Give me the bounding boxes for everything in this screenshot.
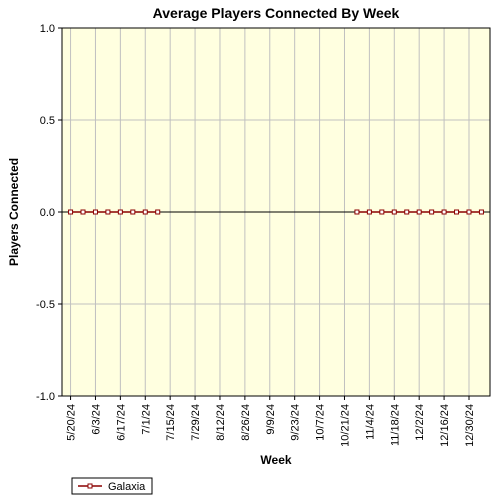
y-axis-title: Players Connected <box>7 158 21 266</box>
x-tick-label: 10/7/24 <box>315 404 327 441</box>
legend-marker <box>88 484 92 488</box>
series-marker <box>93 210 97 214</box>
x-tick-label: 9/23/24 <box>290 404 302 441</box>
x-tick-label: 6/17/24 <box>115 404 127 441</box>
x-tick-label: 8/12/24 <box>215 404 227 441</box>
x-axis-title: Week <box>260 453 291 467</box>
series-marker <box>455 210 459 214</box>
series-marker <box>380 210 384 214</box>
x-tick-label: 12/16/24 <box>439 404 451 447</box>
x-tick-label: 9/9/24 <box>265 404 277 435</box>
series-marker <box>417 210 421 214</box>
x-tick-label: 8/26/24 <box>240 404 252 441</box>
x-tick-label: 7/15/24 <box>165 404 177 441</box>
series-marker <box>118 210 122 214</box>
series-marker <box>156 210 160 214</box>
series-marker <box>69 210 73 214</box>
series-marker <box>392 210 396 214</box>
series-marker <box>442 210 446 214</box>
series-marker <box>355 210 359 214</box>
series-marker <box>367 210 371 214</box>
series-marker <box>430 210 434 214</box>
y-tick-label: -0.5 <box>36 299 55 311</box>
x-tick-label: 7/1/24 <box>140 404 152 435</box>
x-tick-label: 10/21/24 <box>339 404 351 447</box>
y-tick-label: 1.0 <box>40 23 55 35</box>
chart-container: -1.0 -0.5 0.0 0.5 1.0 5/20/24 6/3/24 6/17/24 7/1… <box>0 0 500 500</box>
series-marker <box>131 210 135 214</box>
x-tick-label: 12/30/24 <box>464 404 476 447</box>
y-tick-label: 0.5 <box>40 115 55 127</box>
series-marker <box>143 210 147 214</box>
x-tick-label: 5/20/24 <box>66 404 78 441</box>
x-tick-label: 11/18/24 <box>389 404 401 446</box>
series-marker <box>467 210 471 214</box>
series-marker <box>405 210 409 214</box>
x-tick-label: 12/2/24 <box>414 404 426 441</box>
series-marker <box>479 210 483 214</box>
y-tick-label: -1.0 <box>36 391 55 403</box>
y-tick-label: 0.0 <box>40 207 55 219</box>
chart-svg: -1.0 -0.5 0.0 0.5 1.0 5/20/24 6/3/24 6/17/24 7/1… <box>0 0 500 500</box>
x-tick-label: 11/4/24 <box>364 404 376 440</box>
chart-title: Average Players Connected By Week <box>153 5 400 21</box>
series-marker <box>106 210 110 214</box>
x-tick-label: 6/3/24 <box>90 404 102 435</box>
x-tick-label: 7/29/24 <box>190 404 202 441</box>
legend-label: Galaxia <box>108 481 146 493</box>
series-marker <box>81 210 85 214</box>
